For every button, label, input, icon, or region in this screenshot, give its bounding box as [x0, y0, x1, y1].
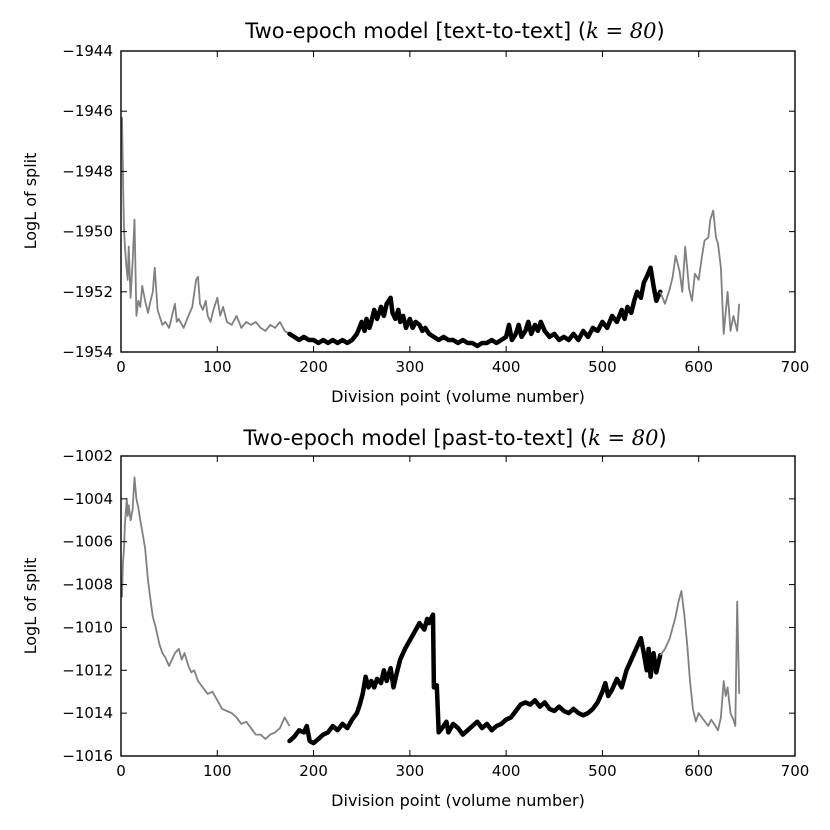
chart-title-text: Two-epoch model [past-to-text] (	[242, 426, 588, 450]
y-tick-label: −1010	[62, 618, 113, 636]
x-tick-label: 500	[588, 358, 617, 376]
marks	[121, 476, 741, 746]
y-tick-label: −1012	[62, 661, 113, 679]
x-tick-label: 100	[203, 762, 232, 780]
y-tick-label: −1946	[62, 102, 113, 120]
x-tick-label: 0	[116, 358, 126, 376]
x-tick-label: 700	[781, 762, 810, 780]
x-axis-label: Division point (volume number)	[331, 791, 585, 810]
plot-frame	[120, 50, 796, 353]
y-tick-label: −1014	[62, 704, 113, 722]
y-tick-label: −1004	[62, 490, 113, 508]
ticks: 0 100 200 300 400 500 600 700 −1016 −1014 −1012 −10…	[62, 447, 809, 780]
chart-title: Two-epoch model [past-to-text] (k = 80)	[242, 426, 666, 450]
chart-title-text: Two-epoch model [text-to-text] (	[244, 19, 586, 43]
y-tick-label: −1944	[62, 42, 113, 60]
y-axis-label: LogL of split	[21, 558, 40, 655]
x-tick-label: 200	[299, 358, 328, 376]
x-axis-label: Division point (volume number)	[331, 387, 585, 406]
x-tick-label: 500	[588, 762, 617, 780]
y-axis-label: LogL of split	[21, 153, 40, 250]
chart-panel-bottom: Two-epoch model [past-to-text] (k = 80) …	[21, 426, 809, 810]
chart-title: Two-epoch model [text-to-text] (k = 80)	[244, 19, 664, 43]
y-tick-label: −1950	[62, 223, 113, 241]
y-tick-label: −1952	[62, 283, 113, 301]
y-tick-label: −1006	[62, 533, 113, 551]
y-tick-label: −1954	[62, 343, 113, 361]
x-tick-label: 600	[684, 358, 713, 376]
x-tick-label: 400	[492, 358, 521, 376]
series-line-thin-1	[121, 476, 291, 740]
y-tick-label: −1002	[62, 447, 113, 465]
plot-frame	[120, 455, 796, 757]
x-tick-label: 300	[396, 762, 425, 780]
chart-title-end: )	[658, 426, 666, 450]
x-tick-label: 200	[299, 762, 328, 780]
ticks: 0 100 200 300 400 500 600 700 −1954 −1952 −1950 −19…	[62, 42, 809, 376]
chart-title-math: k = 80	[588, 426, 658, 450]
y-tick-label: −1016	[62, 747, 113, 765]
y-tick-label: −1948	[62, 162, 113, 180]
x-tick-label: 400	[492, 762, 521, 780]
series-line-thin-3	[659, 209, 741, 335]
chart-panel-top: Two-epoch model [text-to-text] (k = 80) …	[21, 19, 809, 406]
marks	[121, 117, 741, 349]
series-line-thick-2	[287, 612, 663, 746]
x-tick-label: 0	[116, 762, 126, 780]
chart-title-math: k = 80	[586, 19, 656, 43]
series-line-thin-3	[659, 590, 741, 732]
x-tick-label: 600	[684, 762, 713, 780]
y-tick-label: −1008	[62, 576, 113, 594]
x-tick-label: 300	[396, 358, 425, 376]
x-tick-label: 700	[781, 358, 810, 376]
series-line-thick-2	[287, 265, 663, 349]
series-line-thin-1	[121, 117, 290, 335]
x-tick-label: 100	[203, 358, 232, 376]
chart-title-end: )	[657, 19, 665, 43]
